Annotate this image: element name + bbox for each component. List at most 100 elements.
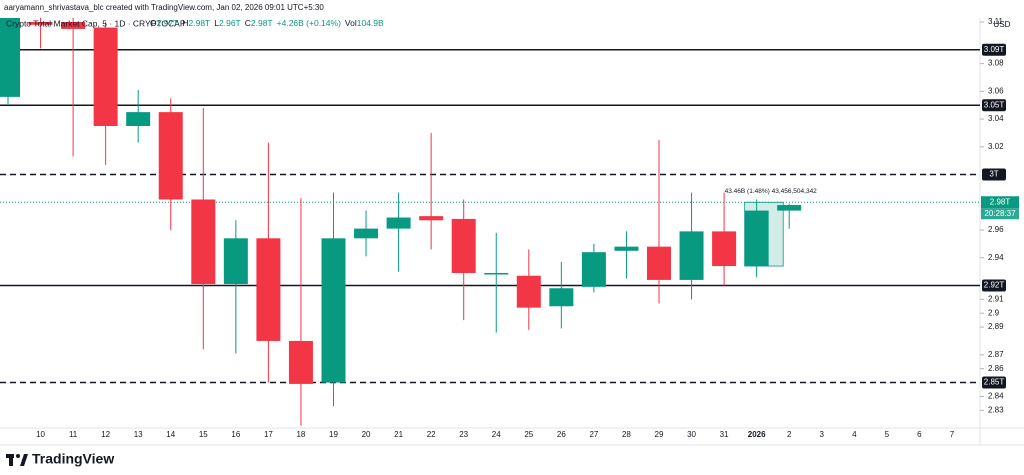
candle-body bbox=[28, 22, 53, 25]
y-tick-label: 2.86 bbox=[988, 364, 1004, 373]
x-tick-label: 23 bbox=[459, 430, 468, 439]
x-tick-label: 14 bbox=[166, 430, 175, 439]
x-tick-label: 22 bbox=[427, 430, 436, 439]
x-tick-label: 7 bbox=[950, 430, 955, 439]
x-tick-label: 26 bbox=[557, 430, 566, 439]
x-tick-label: 18 bbox=[296, 430, 305, 439]
candle-body bbox=[549, 288, 574, 307]
candle-body bbox=[321, 238, 346, 383]
annotation: 43.46B (1.48%) 43,456,504,342 bbox=[725, 188, 818, 195]
x-tick-label: 20 bbox=[362, 430, 371, 439]
price-label-box bbox=[981, 196, 1019, 209]
level-label-box bbox=[982, 43, 1006, 56]
x-tick-label: 2 bbox=[787, 430, 792, 439]
candle-body bbox=[712, 231, 737, 267]
x-tick-label: 27 bbox=[589, 430, 598, 439]
x-tick-label: 19 bbox=[329, 430, 338, 439]
x-tick-label: 17 bbox=[264, 430, 273, 439]
x-tick-label: 5 bbox=[885, 430, 890, 439]
y-tick-label: 3.06 bbox=[988, 86, 1004, 95]
legend-value: 2.96T bbox=[219, 18, 241, 28]
x-tick-label: 4 bbox=[852, 430, 857, 439]
level-label-box bbox=[982, 168, 1006, 181]
candle-body bbox=[0, 18, 20, 97]
plot-area bbox=[0, 18, 980, 426]
y-tick-label: 2.9 bbox=[988, 308, 1000, 317]
y-tick-label: 2.84 bbox=[988, 392, 1004, 401]
legend-key: Vol bbox=[345, 18, 357, 28]
x-tick-label: 12 bbox=[101, 430, 110, 439]
symbol: Crypto Total Market Cap, 5 · 1D · CRYPTO… bbox=[6, 18, 186, 28]
candle-body bbox=[223, 238, 248, 285]
y-tick-label: 2.89 bbox=[988, 322, 1004, 331]
legend-value: 104.9B bbox=[357, 18, 384, 28]
y-tick-label: 3.11 bbox=[988, 17, 1004, 26]
x-tick-label: 30 bbox=[687, 430, 696, 439]
legend-value: 2.97T bbox=[157, 18, 179, 28]
candle-body bbox=[158, 112, 183, 200]
x-tick-label: 2026 bbox=[748, 430, 766, 439]
x-tick-label: 11 bbox=[69, 430, 78, 439]
legend-value: +4.26B (+0.14%) bbox=[277, 18, 341, 28]
x-tick-label: 10 bbox=[36, 430, 45, 439]
x-tick-label: 13 bbox=[134, 430, 143, 439]
candle-body bbox=[288, 340, 313, 384]
candle-body bbox=[93, 27, 118, 126]
x-tick-label: 15 bbox=[199, 430, 208, 439]
candle-body bbox=[679, 231, 704, 280]
x-tick-label: 29 bbox=[655, 430, 664, 439]
candle-body bbox=[354, 228, 379, 239]
x-tick-label: 3 bbox=[820, 430, 825, 439]
level-label: 2.92T bbox=[984, 281, 1005, 290]
candle-body bbox=[614, 246, 639, 251]
credit: aaryamann_shrivastava_blc created with T… bbox=[4, 3, 324, 12]
level-label: 3.09T bbox=[984, 45, 1005, 54]
logo bbox=[6, 454, 28, 466]
x-tick-label: 28 bbox=[622, 430, 631, 439]
candle-body bbox=[191, 199, 216, 285]
x-tick-label: 31 bbox=[720, 430, 729, 439]
legend-key: O bbox=[150, 18, 157, 28]
level-label: 3T bbox=[989, 170, 998, 179]
candle-body bbox=[256, 238, 281, 341]
currency: USD bbox=[994, 20, 1011, 29]
legend-key: H bbox=[182, 18, 188, 28]
legend-key: L bbox=[214, 18, 219, 28]
ohlc-legend: O2.97T H2.98T L2.96T C2.98T +4.26B (+0.14%) V… bbox=[150, 18, 384, 28]
candle-body bbox=[516, 275, 541, 308]
y-tick-label: 2.91 bbox=[988, 294, 1004, 303]
x-tick-label: 6 bbox=[917, 430, 922, 439]
x-tick-label: 24 bbox=[492, 430, 501, 439]
x-tick-label: 21 bbox=[394, 430, 403, 439]
candle-body bbox=[777, 205, 802, 211]
y-tick-label: 3.04 bbox=[988, 114, 1004, 123]
countdown-box bbox=[981, 208, 1019, 220]
candle-body bbox=[581, 252, 606, 287]
level-label: 2.85T bbox=[984, 378, 1005, 387]
level-label: 3.05T bbox=[984, 100, 1005, 109]
candle-body bbox=[61, 22, 86, 29]
x-tick-label: 16 bbox=[231, 430, 240, 439]
candle-body bbox=[451, 218, 476, 273]
y-tick-label: 3.08 bbox=[988, 59, 1004, 68]
legend-key: C bbox=[245, 18, 251, 28]
legend-value: 2.98T bbox=[189, 18, 211, 28]
price-label: 2.98T bbox=[990, 197, 1011, 206]
y-tick-label: 3.02 bbox=[988, 142, 1004, 151]
candle-body bbox=[484, 272, 509, 275]
candle-body bbox=[744, 210, 769, 267]
y-tick-label: 2.87 bbox=[988, 350, 1004, 359]
x-tick-label: 25 bbox=[524, 430, 533, 439]
level-label-box bbox=[982, 279, 1006, 292]
y-tick-label: 2.94 bbox=[988, 253, 1004, 262]
level-label-box bbox=[982, 99, 1006, 112]
candle-body bbox=[386, 217, 411, 229]
y-tick-label: 2.96 bbox=[988, 225, 1004, 234]
level-label-box bbox=[982, 376, 1006, 389]
countdown: 20:28:37 bbox=[984, 209, 1016, 218]
brand: TradingView bbox=[32, 451, 114, 467]
candle-body bbox=[419, 216, 444, 221]
